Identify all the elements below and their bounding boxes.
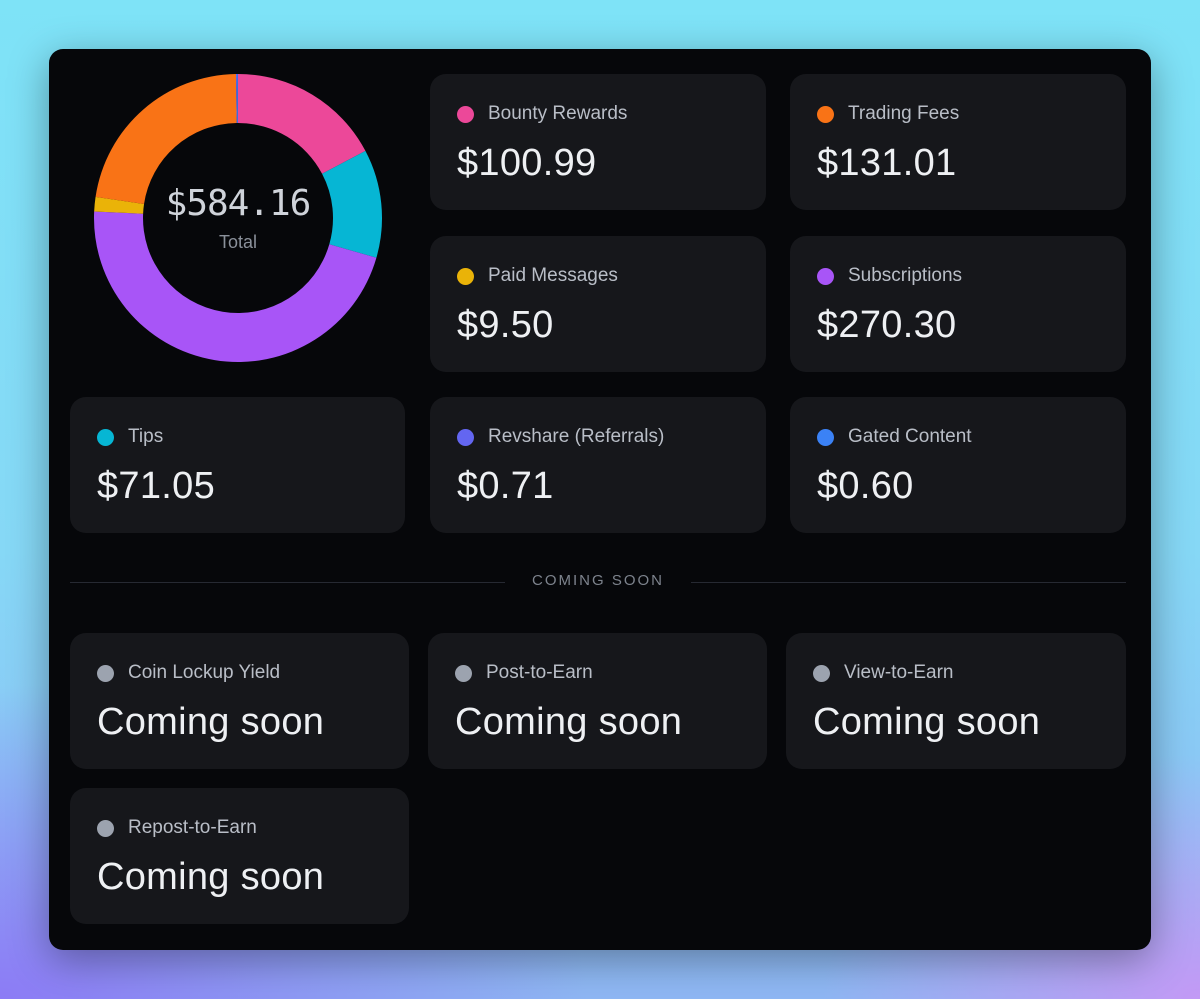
donut-slice-tips	[322, 150, 382, 258]
donut-slice-paid-messages	[94, 196, 145, 214]
card-value: Coming soon	[813, 701, 1041, 743]
card-value: Coming soon	[97, 701, 325, 743]
card-label: Paid Messages	[488, 265, 618, 286]
post-to-earn-dot-icon	[455, 664, 472, 682]
donut-svg	[93, 74, 382, 362]
card-paid-messages: Paid Messages $9.50	[430, 236, 766, 372]
card-label: Trading Fees	[848, 103, 960, 124]
card-value: $100.99	[457, 142, 597, 184]
card-label: Gated Content	[848, 426, 972, 447]
paid-messages-dot-icon	[457, 267, 474, 285]
revshare-dot-icon	[457, 428, 474, 446]
card-repost-to-earn: Repost-to-Earn Coming soon	[70, 788, 409, 924]
earnings-donut-chart: $584.16 Total	[93, 73, 383, 363]
card-subscriptions: Subscriptions $270.30	[790, 236, 1126, 372]
earnings-panel: $584.16 Total Bounty Rewards $100.99 Tra…	[49, 49, 1151, 950]
card-post-to-earn: Post-to-Earn Coming soon	[428, 633, 767, 769]
donut-slice-revshare-referrals	[235, 74, 238, 124]
card-value: $0.60	[817, 465, 914, 507]
repost-to-earn-dot-icon	[97, 819, 114, 837]
card-view-to-earn: View-to-Earn Coming soon	[786, 633, 1126, 769]
card-label: Post-to-Earn	[486, 662, 593, 683]
card-coin-lockup-yield: Coin Lockup Yield Coming soon	[70, 633, 409, 769]
donut-slice-trading-fees	[95, 74, 237, 205]
gated-content-dot-icon	[817, 428, 834, 446]
card-label: Repost-to-Earn	[128, 817, 257, 838]
card-label: Tips	[128, 426, 164, 447]
card-value: $71.05	[97, 465, 216, 507]
coming-soon-heading: COMING SOON	[531, 572, 664, 589]
trading-fees-dot-icon	[817, 105, 834, 123]
card-label: Revshare (Referrals)	[488, 426, 665, 447]
card-revshare-referrals: Revshare (Referrals) $0.71	[430, 397, 766, 533]
card-value: Coming soon	[455, 701, 683, 743]
tips-dot-icon	[97, 428, 114, 446]
view-to-earn-dot-icon	[813, 664, 830, 682]
divider-line	[691, 582, 1126, 583]
donut-slice-gated-content	[237, 74, 238, 124]
card-gated-content: Gated Content $0.60	[790, 397, 1126, 533]
donut-center: $584.16 Total	[93, 73, 383, 363]
card-label: Bounty Rewards	[488, 103, 628, 124]
card-trading-fees: Trading Fees $131.01	[790, 74, 1126, 210]
card-tips: Tips $71.05	[70, 397, 405, 533]
donut-slice-bounty-rewards	[238, 74, 366, 174]
coin-lockup-dot-icon	[97, 664, 114, 682]
card-label: Subscriptions	[848, 265, 963, 286]
donut-total-value: $584.16	[165, 183, 312, 224]
card-bounty-rewards: Bounty Rewards $100.99	[430, 74, 766, 210]
bounty-rewards-dot-icon	[457, 105, 474, 123]
card-value: Coming soon	[97, 856, 325, 898]
card-label: View-to-Earn	[844, 662, 954, 683]
donut-slice-subscriptions	[93, 211, 377, 362]
card-value: $270.30	[817, 304, 957, 346]
card-label: Coin Lockup Yield	[128, 662, 281, 683]
card-value: $9.50	[457, 304, 554, 346]
card-value: $131.01	[817, 142, 957, 184]
subscriptions-dot-icon	[817, 267, 834, 285]
divider-line	[70, 582, 505, 583]
card-value: $0.71	[457, 465, 554, 507]
donut-total-label: Total	[218, 232, 258, 252]
coming-soon-divider: COMING SOON	[70, 572, 1126, 589]
